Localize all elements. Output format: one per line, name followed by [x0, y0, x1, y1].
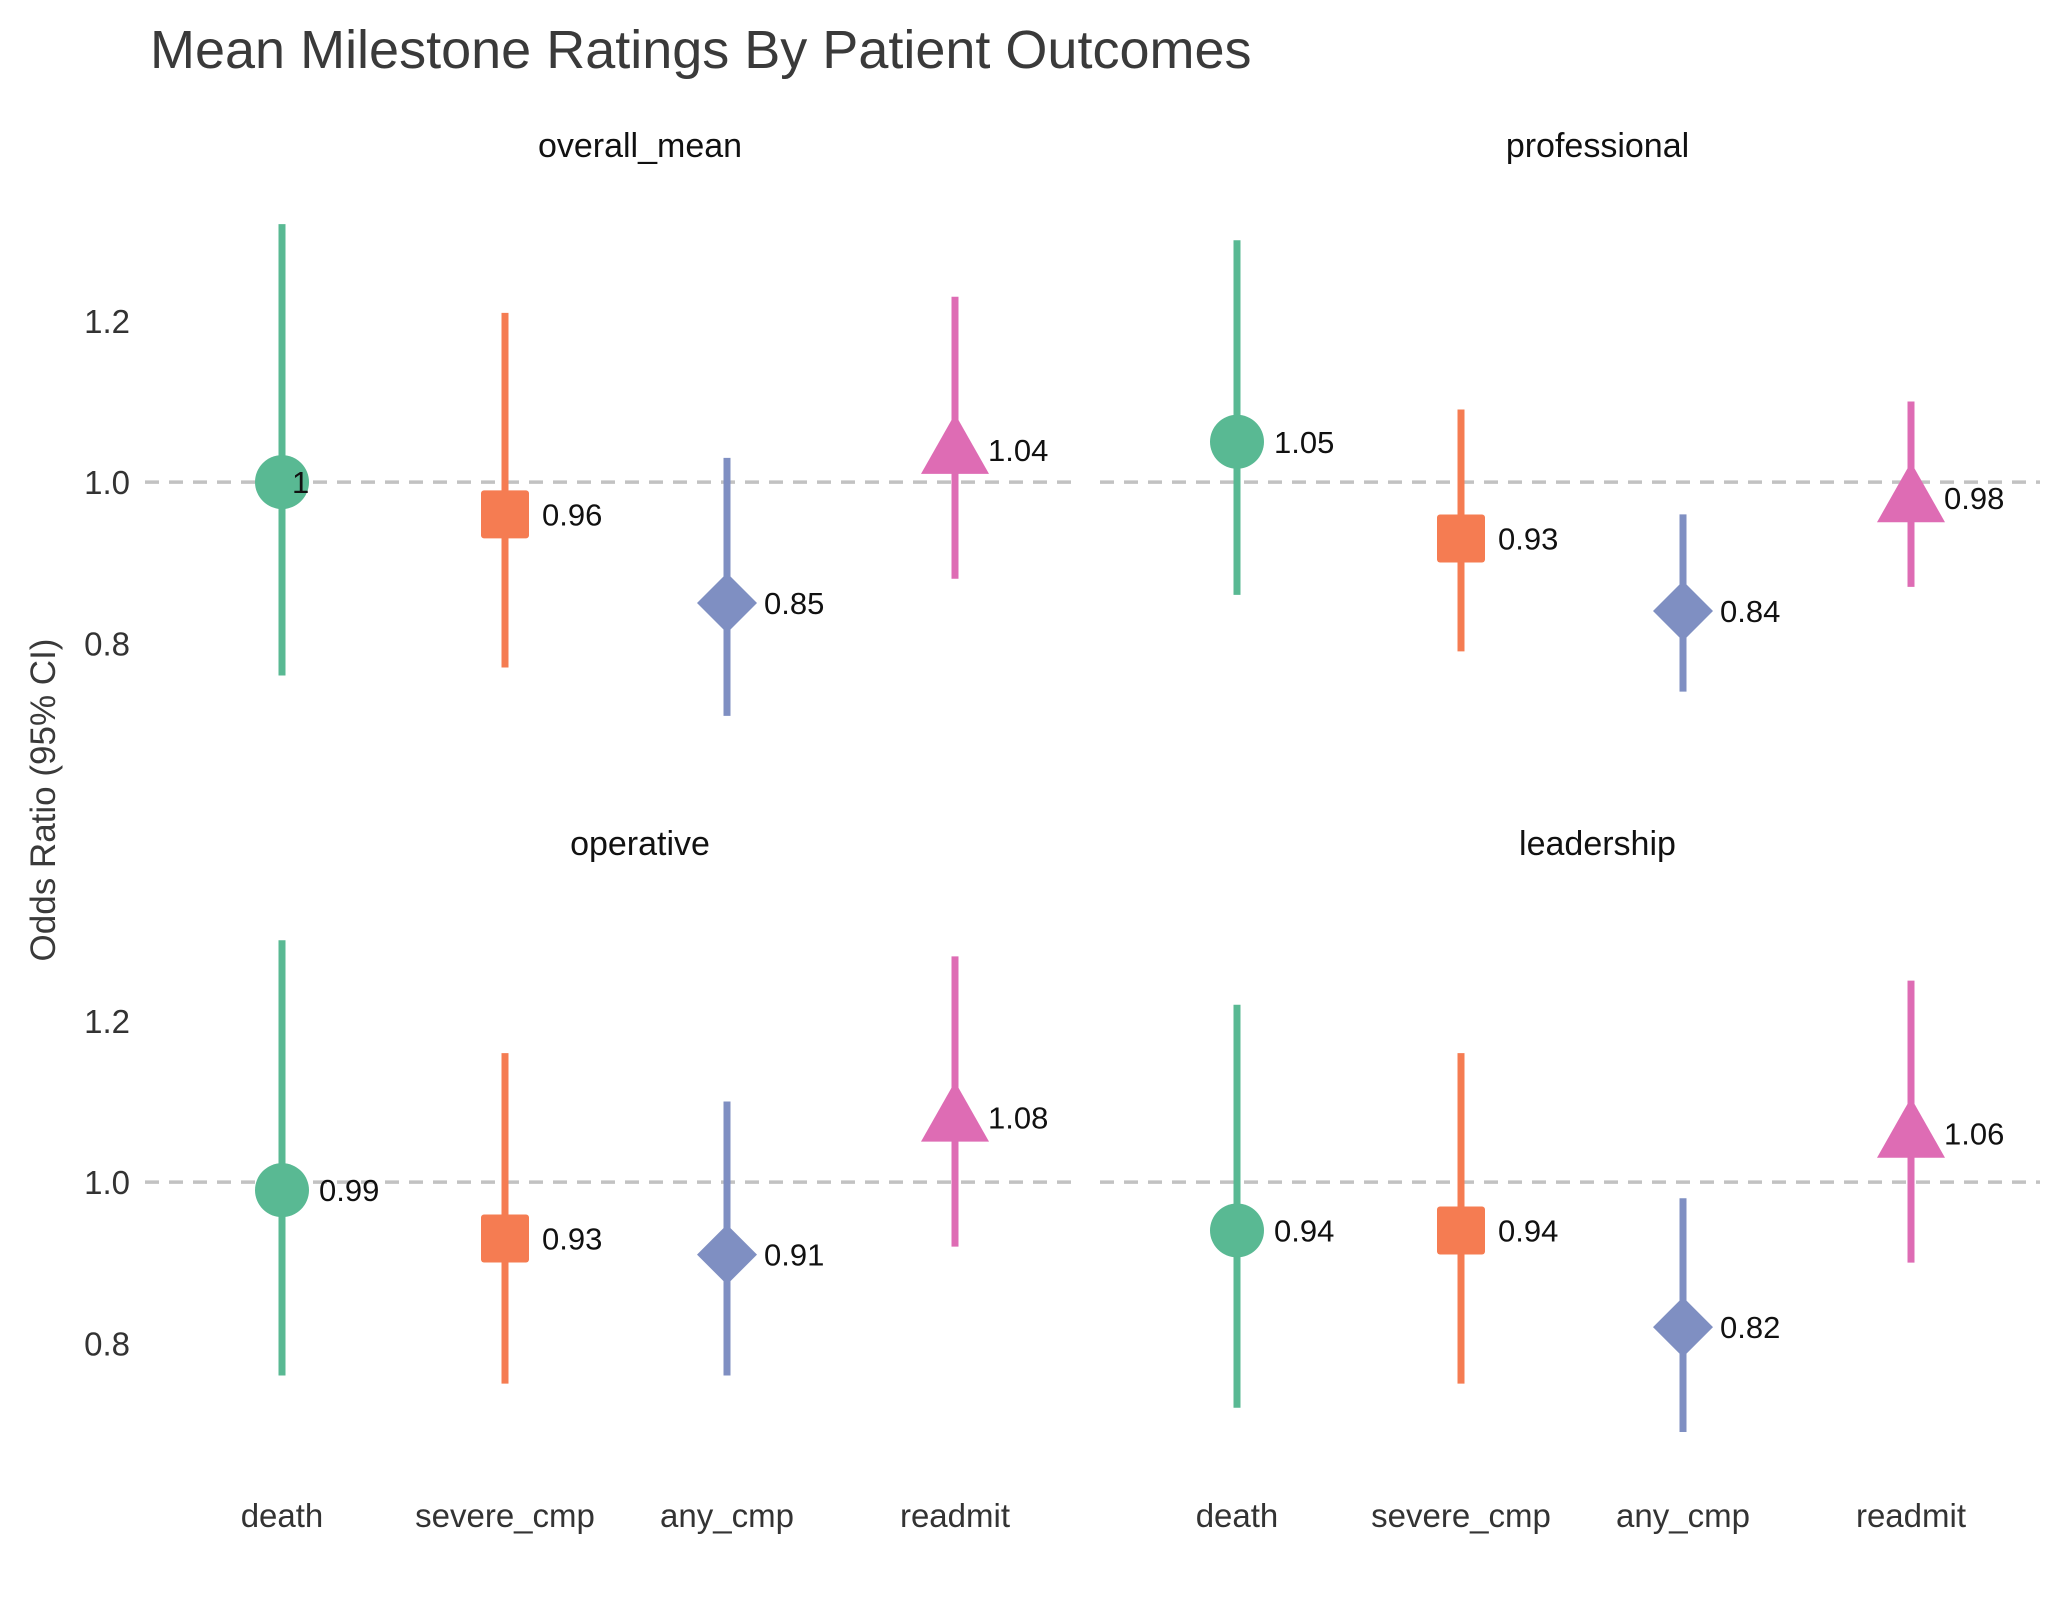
- data-label: 0.91: [764, 1238, 824, 1273]
- data-label: 0.96: [542, 497, 602, 532]
- point-severe-cmp: 0.96: [481, 312, 602, 668]
- point-marker-circle: [1210, 414, 1264, 469]
- point-readmit: 1.08: [921, 956, 1048, 1247]
- point-death: 1: [255, 224, 309, 676]
- x-tick-label: any_cmp: [1616, 1497, 1750, 1534]
- point-marker-circle: [255, 455, 309, 510]
- x-tick-label: readmit: [1856, 1497, 1966, 1534]
- data-label: 1.08: [988, 1101, 1048, 1136]
- panel-overall-mean: overall_mean 0.8 1.0 1.2 1 0.96 0.85 1.04: [84, 127, 1080, 716]
- point-death: 0.99: [255, 940, 379, 1376]
- data-label: 0.93: [1498, 522, 1558, 557]
- x-tick-label: death: [1196, 1497, 1279, 1534]
- panel-strip-label: overall_mean: [538, 127, 742, 165]
- point-readmit: 1.06: [1877, 980, 2004, 1263]
- y-tick-label: 1.2: [84, 303, 130, 340]
- data-label: 0.94: [1498, 1213, 1558, 1248]
- point-death: 0.94: [1210, 1004, 1334, 1408]
- y-tick-label: 1.0: [84, 1164, 130, 1201]
- point-any-cmp: 0.91: [697, 1101, 824, 1376]
- y-tick-label: 0.8: [84, 625, 130, 662]
- x-tick-label: severe_cmp: [415, 1497, 595, 1534]
- data-label: 0.94: [1274, 1213, 1334, 1248]
- point-any-cmp: 0.82: [1653, 1198, 1780, 1432]
- data-label: 0.98: [1944, 481, 2004, 516]
- y-tick-label: 0.8: [84, 1325, 130, 1362]
- data-label: 0.84: [1720, 594, 1780, 629]
- point-marker-triangle: [1877, 1097, 1945, 1158]
- y-tick-label: 1.0: [84, 464, 130, 501]
- point-marker-square: [1437, 1206, 1485, 1255]
- point-marker-square: [481, 490, 529, 539]
- data-label: 1.04: [988, 433, 1048, 468]
- point-marker-square: [1437, 514, 1485, 563]
- data-label: 0.82: [1720, 1310, 1780, 1345]
- data-label: 1.05: [1274, 425, 1334, 460]
- point-marker-circle: [255, 1163, 309, 1218]
- point-marker-diamond: [697, 1224, 757, 1285]
- panel-strip-label: operative: [570, 825, 710, 863]
- point-marker-diamond: [1653, 1297, 1713, 1358]
- panel-strip-label: professional: [1506, 127, 1689, 165]
- panel-leadership: leadership 0.94 0.94 0.82 1.06 death severe_cm…: [1100, 825, 2040, 1534]
- point-marker-triangle: [1877, 462, 1945, 523]
- y-tick-label: 1.2: [84, 1003, 130, 1040]
- point-any-cmp: 0.85: [697, 457, 824, 716]
- panels-layer: overall_mean 0.8 1.0 1.2 1 0.96 0.85 1.04 profes…: [84, 127, 2040, 1534]
- point-marker-triangle: [921, 413, 989, 474]
- data-label: 0.85: [764, 586, 824, 621]
- data-label: 0.99: [319, 1173, 379, 1208]
- point-marker-triangle: [921, 1081, 989, 1142]
- point-severe-cmp: 0.93: [1437, 409, 1558, 652]
- point-severe-cmp: 0.93: [481, 1053, 602, 1384]
- panel-strip-label: leadership: [1519, 825, 1676, 863]
- x-tick-label: death: [241, 1497, 324, 1534]
- data-label: 1.06: [1944, 1117, 2004, 1152]
- chart-title: Mean Milestone Ratings By Patient Outcom…: [150, 20, 1252, 80]
- point-death: 1.05: [1210, 240, 1334, 595]
- point-any-cmp: 0.84: [1653, 514, 1780, 692]
- x-tick-label: severe_cmp: [1371, 1497, 1551, 1534]
- panel-operative: operative 0.8 1.0 1.2 0.99 0.93 0.91 1.08 death s…: [84, 825, 1080, 1534]
- point-severe-cmp: 0.94: [1437, 1053, 1558, 1384]
- x-tick-label: any_cmp: [660, 1497, 794, 1534]
- panel-professional: professional 1.05 0.93 0.84 0.98: [1100, 127, 2040, 692]
- point-marker-diamond: [697, 572, 757, 633]
- point-marker-diamond: [1653, 581, 1713, 642]
- point-readmit: 1.04: [921, 296, 1048, 579]
- point-marker-circle: [1210, 1203, 1264, 1258]
- x-tick-label: readmit: [900, 1497, 1010, 1534]
- point-marker-square: [481, 1214, 529, 1263]
- data-label: 0.93: [542, 1222, 602, 1257]
- data-label: 1: [292, 465, 309, 500]
- point-readmit: 0.98: [1877, 401, 2004, 587]
- y-axis-label: Odds Ratio (95% CI): [24, 639, 63, 962]
